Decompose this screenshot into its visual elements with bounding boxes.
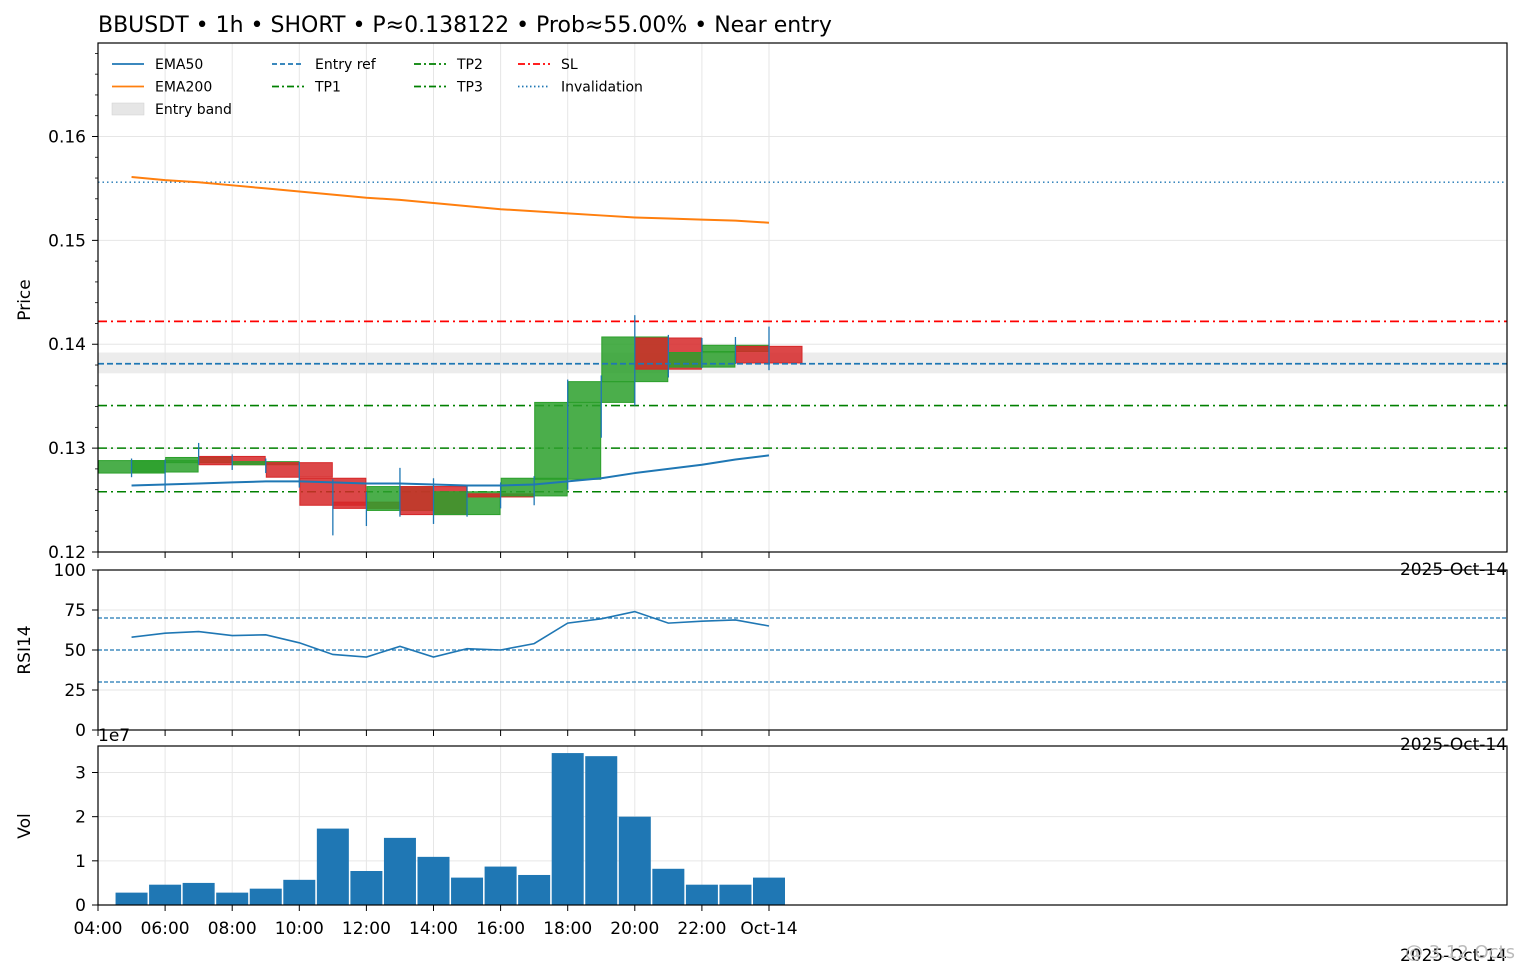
rsi-tick-label: 25 — [64, 681, 86, 701]
x-tick-label: 16:00 — [476, 919, 525, 939]
rsi14-line — [131, 610, 770, 658]
price-tick-label: 0.13 — [48, 439, 86, 459]
volume-bar — [182, 882, 215, 905]
volume-bar — [350, 870, 383, 905]
volume-bar — [216, 892, 249, 905]
x-tick-label: 04:00 — [74, 919, 123, 939]
rsi-tick-label: 50 — [64, 641, 86, 661]
price-date-offset-label: 2025-Oct-14 — [1400, 560, 1507, 580]
legend-label: TP1 — [314, 80, 341, 96]
x-tick-label: 06:00 — [141, 919, 190, 939]
rsi-tick-label: 75 — [64, 601, 86, 621]
x-tick-label: 10:00 — [275, 919, 324, 939]
rsi-date-offset-label: 2025-Oct-14 — [1400, 735, 1507, 755]
price-axis-label: Price — [15, 279, 35, 320]
legend-label: TP2 — [456, 57, 483, 73]
volume-axis-label: Vol — [15, 813, 35, 838]
volume-bar — [685, 884, 718, 905]
volume-bar — [518, 874, 551, 905]
volume-bar — [417, 856, 450, 905]
legend-label: EMA50 — [155, 57, 203, 73]
volume-exponent-label: 1e7 — [98, 726, 130, 746]
volume-bar — [249, 888, 282, 905]
legend-label: EMA200 — [155, 80, 212, 96]
rsi-axis-label: RSI14 — [15, 625, 35, 674]
volume-bar — [316, 828, 349, 905]
volume-bar — [719, 884, 752, 905]
rsi-tick-label: 0 — [75, 721, 86, 741]
volume-tick-label: 3 — [75, 764, 86, 784]
legend-label: SL — [561, 57, 578, 73]
chart-title: BBUSDT • 1h • SHORT • P≈0.138122 • Prob≈… — [98, 13, 832, 38]
price-tick-label: 0.14 — [48, 335, 86, 355]
legend-label: Invalidation — [561, 80, 643, 96]
volume-tick-label: 1 — [75, 852, 86, 872]
price-tick-label: 0.12 — [48, 543, 86, 563]
x-tick-label: 20:00 — [610, 919, 659, 939]
volume-frame — [97, 745, 1508, 906]
volume-bar — [451, 877, 484, 905]
price-tick-label: 0.16 — [48, 127, 86, 147]
x-tick-label: 22:00 — [677, 919, 726, 939]
legend-swatch — [111, 102, 145, 116]
volume-bar — [652, 868, 685, 905]
x-tick-label: 18:00 — [543, 919, 592, 939]
volume-panel: 0 1 2 3 04:00 06:00 08:00 10:00 12:00 14:00 16:00 1… — [74, 745, 1508, 939]
price-frame — [97, 42, 1508, 553]
price-panel: 0.12 0.13 0.14 0.15 0.16 — [48, 42, 1508, 563]
x-tick-label: 12:00 — [342, 919, 391, 939]
volume-date-offset-label: 2025-Oct-14 — [1400, 946, 1507, 966]
ema200-line — [131, 176, 770, 224]
volume-tick-label: 2 — [75, 808, 86, 828]
volume-bar — [585, 756, 618, 905]
legend: EMA50 EMA200 Entry band Entry ref TP1 TP2 TP3 S… — [111, 57, 643, 118]
ema50-line — [131, 454, 770, 487]
legend-label: Entry band — [155, 102, 232, 118]
legend-label: Entry ref — [315, 57, 377, 73]
watermark: @ 3.12 Octs — [1405, 942, 1515, 963]
x-tick-label: 08:00 — [208, 919, 257, 939]
volume-bar — [283, 879, 316, 905]
x-tick-label: Oct-14 — [740, 919, 797, 939]
price-tick-label: 0.15 — [48, 231, 86, 251]
volume-bar — [618, 816, 651, 905]
volume-bar — [484, 866, 517, 905]
volume-bar — [383, 837, 416, 905]
x-tick-label: 14:00 — [409, 919, 458, 939]
volume-bar — [149, 884, 182, 905]
volume-bar — [551, 753, 584, 905]
rsi-tick-label: 100 — [54, 561, 86, 581]
volume-bar — [115, 892, 148, 905]
volume-bar — [753, 877, 785, 905]
rsi-panel: 0 25 50 75 100 — [54, 561, 1508, 741]
volume-tick-label: 0 — [75, 896, 86, 916]
legend-label: TP3 — [456, 80, 483, 96]
